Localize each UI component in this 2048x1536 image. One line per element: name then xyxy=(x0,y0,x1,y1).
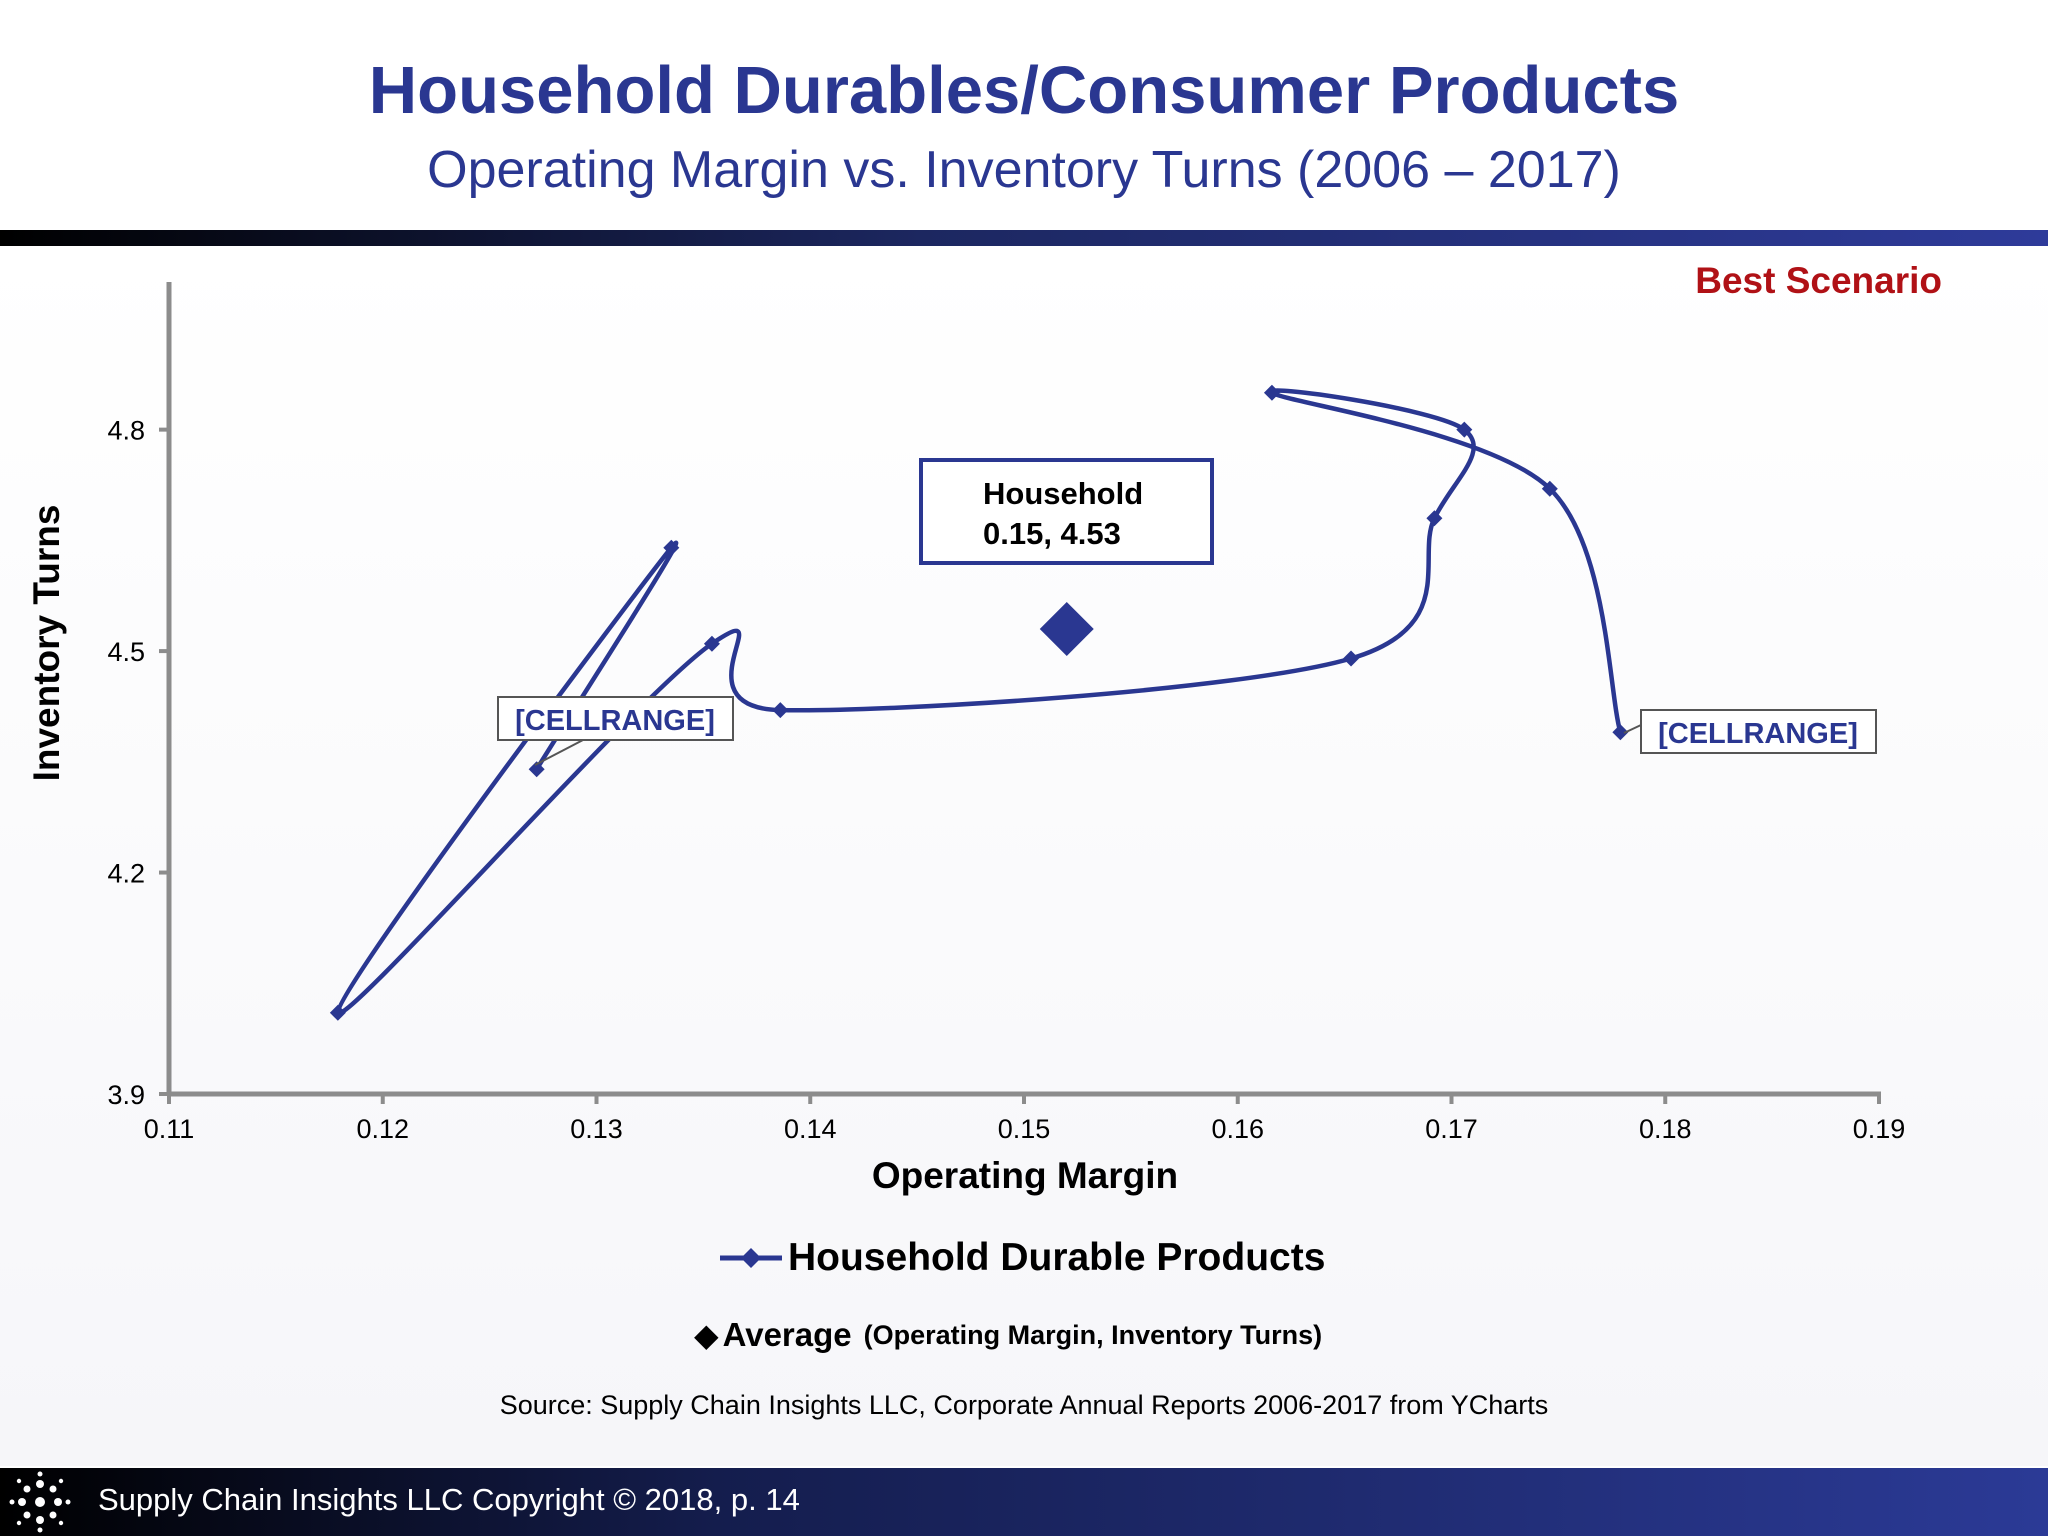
series-line-household-durable-products xyxy=(335,388,1623,1016)
data-point-marker xyxy=(772,702,789,719)
data-point-marker xyxy=(1612,724,1629,741)
average-callout: Household 0.15, 4.53 xyxy=(919,458,1214,565)
data-label-first-text: [CELLRANGE] xyxy=(515,705,715,737)
legend-series-label: Household Durable Products xyxy=(788,1236,1326,1279)
legend-average-note: (Operating Margin, Inventory Turns) xyxy=(863,1319,1323,1350)
page-subtitle: Operating Margin vs. Inventory Turns (20… xyxy=(427,141,1621,199)
data-point-marker xyxy=(663,539,680,556)
footer-bar: Supply Chain Insights LLC Copyright © 20… xyxy=(0,1468,2048,1536)
y-tick-label: 4.2 xyxy=(107,859,145,889)
x-tick-label: 0.14 xyxy=(784,1114,837,1144)
data-label-last-text: [CELLRANGE] xyxy=(1658,718,1858,750)
legend-average-label: Average xyxy=(722,1316,852,1353)
scenario-label: Best Scenario xyxy=(1695,260,1942,301)
data-label-last-leader xyxy=(1623,724,1642,734)
footer-copyright: Supply Chain Insights LLC Copyright © 20… xyxy=(98,1482,800,1517)
data-point-marker xyxy=(329,1004,346,1021)
header-divider xyxy=(0,230,2048,246)
legend-average-symbol: ◆ xyxy=(694,1317,719,1353)
data-point-marker xyxy=(703,635,720,652)
page-title: Household Durables/Consumer Products xyxy=(368,53,1680,128)
data-label-last-box xyxy=(1640,709,1877,754)
x-tick-label: 0.18 xyxy=(1639,1114,1692,1144)
scatter-chart: 0.11 0.12 0.13 0.14 0.15 0.16 0.17 0.18 0.19 3.9… xyxy=(26,282,1906,1196)
y-tick-label: 4.5 xyxy=(107,637,145,667)
x-axis-title: Operating Margin xyxy=(872,1155,1178,1196)
x-axis-ticks: 0.11 0.12 0.13 0.14 0.15 0.16 0.17 0.18 0.19 xyxy=(144,1094,1906,1144)
data-label-last: [CELLRANGE] xyxy=(1623,709,1877,754)
x-tick-label: 0.12 xyxy=(356,1114,409,1144)
average-callout-title: Household xyxy=(983,476,1143,511)
x-tick-label: 0.11 xyxy=(144,1114,195,1144)
x-tick-label: 0.13 xyxy=(570,1114,623,1144)
data-label-first: [CELLRANGE] xyxy=(497,696,734,766)
x-tick-label: 0.15 xyxy=(998,1114,1051,1144)
series-markers xyxy=(329,384,1629,1021)
y-axis-title: Inventory Turns xyxy=(26,505,67,782)
data-point-marker xyxy=(1541,480,1558,497)
company-logo-icon xyxy=(9,1471,71,1533)
data-point-marker xyxy=(528,761,545,778)
data-point-marker xyxy=(1426,510,1443,527)
y-tick-label: 4.8 xyxy=(107,416,145,446)
x-tick-label: 0.16 xyxy=(1211,1114,1264,1144)
data-label-first-box xyxy=(497,696,734,741)
average-callout-box xyxy=(919,458,1214,565)
average-marker xyxy=(1039,601,1094,656)
chart-area xyxy=(0,246,2048,1466)
x-tick-label: 0.17 xyxy=(1425,1114,1478,1144)
legend-series: Household Durable Products xyxy=(718,1232,1325,1284)
data-point-marker xyxy=(1456,421,1473,438)
x-tick-label: 0.19 xyxy=(1853,1114,1906,1144)
legend-series-swatch xyxy=(720,1248,782,1268)
data-label-first-leader xyxy=(534,739,584,766)
average-callout-value: 0.15, 4.53 xyxy=(983,516,1121,551)
legend-average: ◆ Average (Operating Margin, Inventory T… xyxy=(694,1310,1322,1360)
source-note: Source: Supply Chain Insights LLC, Corpo… xyxy=(499,1390,1549,1420)
y-axis-ticks: 3.9 4.2 4.5 4.8 xyxy=(107,416,169,1110)
data-point-marker xyxy=(1263,384,1280,401)
y-tick-label: 3.9 xyxy=(107,1080,145,1110)
data-point-marker xyxy=(1343,650,1360,667)
